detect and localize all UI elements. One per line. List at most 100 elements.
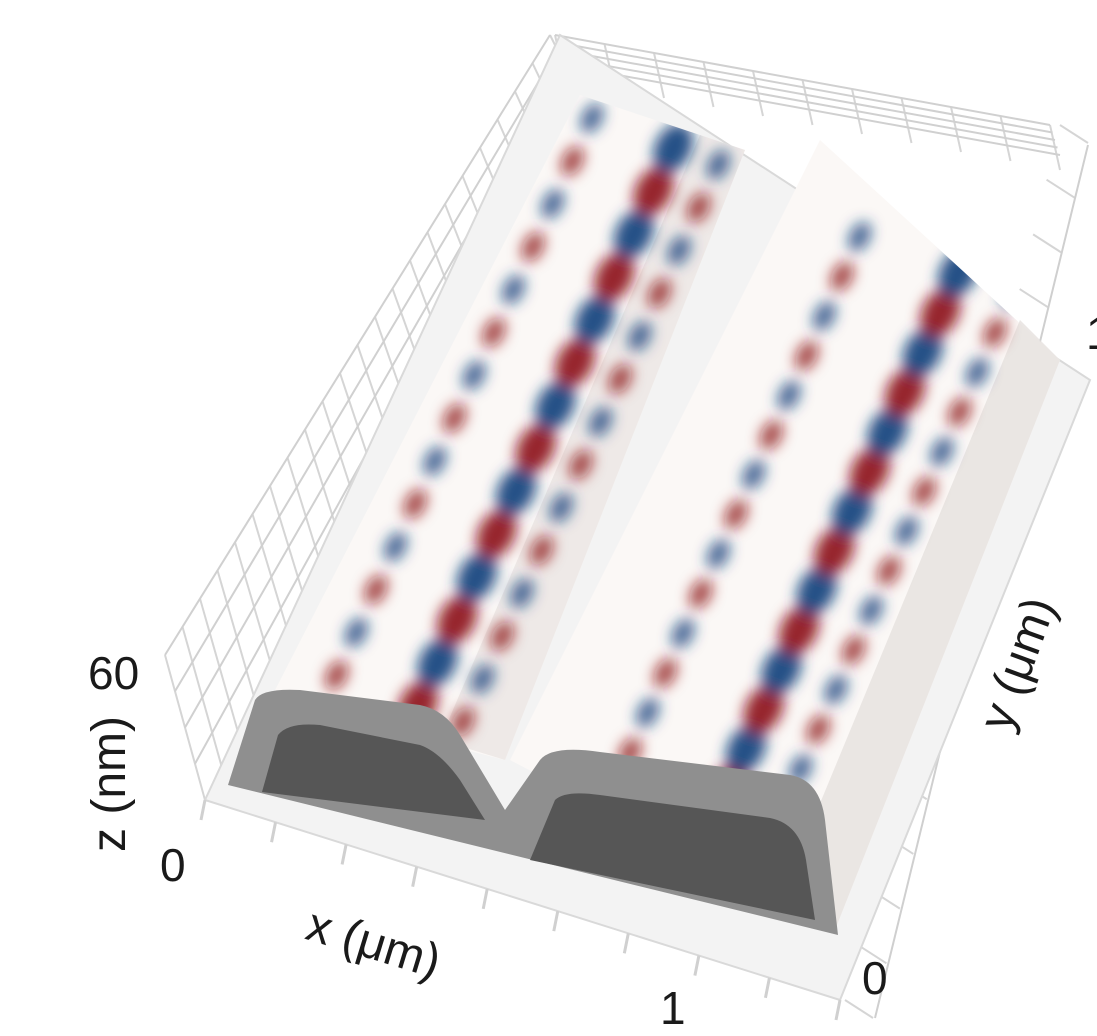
field-lobe [442,403,467,434]
field-lobe [471,664,495,694]
field-lobe [437,595,478,644]
grid-line [1046,178,1076,199]
field-lobe [608,364,632,394]
field-lobe [848,221,872,252]
field-lobe [724,499,748,530]
field-lobe [451,706,475,737]
grid-line [1032,233,1062,254]
grid-line [1019,288,1049,308]
field-lobe [667,235,691,266]
field-lobe [510,578,534,609]
floor-tick [340,844,348,865]
field-lobe [895,516,919,546]
floor-tick [552,910,560,932]
field-lobe [535,380,576,430]
field-lobe [423,446,447,476]
field-lobe [831,486,873,536]
field-lobe [725,724,767,774]
field-lobe [778,605,820,655]
field-lobe [761,645,802,695]
field-lobe [742,459,766,490]
field-lobe [777,380,801,411]
field-lobe [689,578,713,609]
grid-line [164,34,551,656]
field-lobe [501,274,526,305]
field-lobe [912,476,936,507]
z-tick-60: 60 [88,647,140,699]
field-lobe [965,357,989,388]
field-lobe [842,635,866,665]
field-lobe [325,660,349,691]
field-lobe [877,555,901,586]
grid-line [554,34,1051,126]
field-lobe [830,261,854,292]
field-lobe [549,492,573,523]
field-lobe [920,288,961,338]
field-lobe [902,327,943,377]
field-lobe [554,337,596,387]
field-lobe [633,166,674,216]
cross-section [228,689,838,935]
field-lobe [574,295,615,344]
field-lobe [859,595,883,626]
field-lobe [867,407,908,457]
field-lobe [806,714,830,745]
floor-tick [199,799,207,821]
field-lobe [759,420,783,450]
field-lobe [653,658,677,688]
field-lobe [948,397,972,427]
field-lobe [588,406,613,437]
z-tick-0: 0 [160,839,186,891]
y-tick-0: 0 [862,952,888,1004]
field-lobe [541,188,565,219]
field-lobe [560,146,584,176]
floor-tick-marks [199,799,842,1021]
field-lobe [529,535,554,566]
floor-tick [693,955,701,976]
field-lobe [653,123,694,173]
floor-tick [622,933,630,954]
field-lobe [613,209,654,259]
grid-line [174,49,559,692]
floor-tick [763,977,771,999]
field-lobe [344,617,368,648]
field-lobe [930,436,954,467]
field-lobe [456,552,497,602]
grid-line [562,64,1061,156]
field-lobe [403,488,427,519]
z-axis-label: z (nm) [82,716,136,852]
field-lobe [743,684,784,734]
floor-tick [834,999,842,1021]
field-lobe [482,317,506,348]
field-lobe [812,301,836,331]
field-lobe [983,317,1007,348]
field-lobe [521,231,545,262]
field-lobe [849,446,890,496]
field-lobe [824,674,848,705]
field-lobe [687,192,711,223]
ridge-surface-a [270,95,745,760]
field-lobe [796,565,837,615]
field-lobe [628,321,652,352]
field-lobe [580,103,604,134]
grid-line [844,999,874,1019]
grid-line [556,41,1053,134]
field-lobe [496,466,537,516]
grid-line [560,56,1058,149]
field-lobe [795,340,819,371]
grid-line [1059,124,1089,144]
field-lobe [515,423,556,473]
floor-tick [270,821,278,843]
field-lobe [647,278,672,309]
floor-tick [411,866,419,887]
grid-line [857,944,887,965]
field-lobe [476,509,517,559]
grid-line [558,49,1056,141]
field-lobe [462,360,486,391]
field-lobe [594,252,635,302]
floor-tick [481,888,489,910]
cross-section-core-b [530,793,815,920]
field-lobe [706,149,730,180]
field-lobe [569,449,593,480]
